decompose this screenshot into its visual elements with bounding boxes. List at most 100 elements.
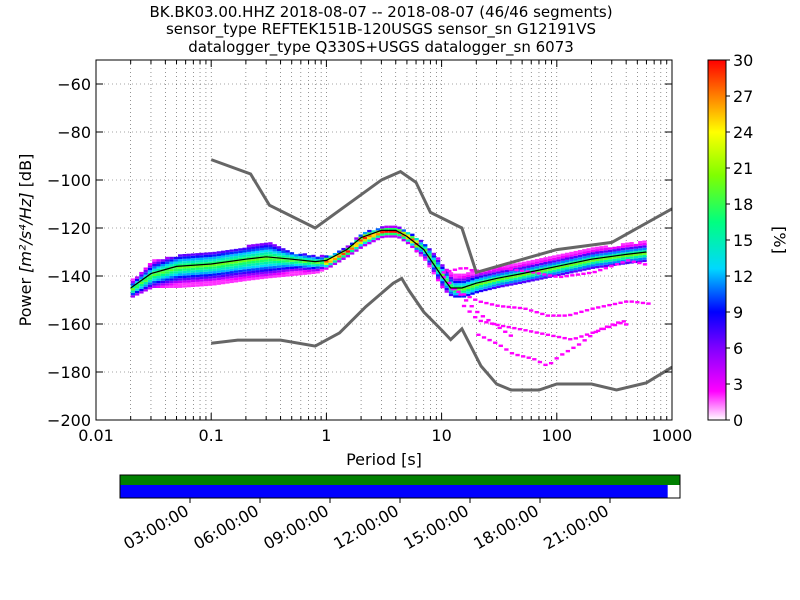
x-axis-ticks: 0.01 0.1 1 10 100 1000 — [78, 60, 692, 445]
ppsd-cell — [552, 257, 557, 261]
ppsd-cell — [182, 273, 187, 276]
ppsd-cell — [173, 259, 178, 262]
curves — [130, 158, 672, 392]
ppsd-outlier-cell — [469, 305, 474, 308]
ppsd-outlier-cell — [478, 319, 483, 323]
ppsd-cell — [139, 291, 144, 294]
ppsd-cell — [521, 271, 527, 274]
ppsd-cell — [272, 253, 277, 257]
ppsd-cell — [629, 244, 634, 247]
ppsd-cell — [423, 248, 428, 252]
ppsd-cell — [195, 267, 200, 270]
ppsd-cell — [246, 251, 252, 255]
ppsd-cell — [156, 261, 161, 264]
ppsd-cell — [160, 280, 166, 284]
ppsd-cell — [418, 244, 424, 248]
ppsd-cell — [139, 276, 144, 280]
ppsd-outlier-cell — [537, 360, 543, 364]
ppsd-cell — [431, 264, 436, 268]
x-tick-label: 1 — [321, 426, 331, 445]
ppsd-cell — [225, 266, 230, 270]
ppsd-cell — [603, 255, 608, 258]
ppsd-cell — [268, 247, 273, 250]
ppsd-outlier-cell — [631, 260, 636, 263]
ppsd-cell — [453, 283, 458, 286]
ppsd-cell — [251, 268, 256, 271]
ppsd-cell — [233, 256, 239, 259]
ppsd-outlier-cell — [584, 309, 590, 312]
ppsd-cell — [362, 239, 368, 242]
ppsd-cell — [208, 273, 213, 277]
colorbar-ticks: 0 3 6 9 12 15 18 21 24 27 30 — [726, 51, 753, 430]
ppsd-cell — [577, 252, 583, 255]
ppsd-cell — [169, 261, 174, 264]
ppsd-outlier-cell — [604, 325, 610, 328]
ppsd-outlier-cell — [503, 330, 508, 333]
ppsd-cell — [134, 290, 140, 294]
ppsd-cell — [603, 245, 608, 248]
ppsd-cell — [294, 266, 299, 269]
ppsd-cell — [199, 274, 204, 277]
ppsd-cell — [173, 266, 178, 269]
ppsd-cell — [195, 257, 200, 261]
ppsd-cell — [461, 288, 467, 291]
ppsd-cell — [199, 272, 204, 275]
ppsd-cell — [169, 268, 174, 272]
ppsd-cell — [440, 281, 445, 284]
ppsd-cell — [246, 273, 252, 276]
ppsd-cell — [444, 273, 449, 276]
ppsd-outlier-cell — [562, 336, 567, 340]
ppsd-cell — [461, 280, 467, 284]
ppsd-cell — [263, 276, 269, 279]
ppsd-cell — [152, 268, 157, 272]
ppsd-cell — [444, 285, 449, 288]
ppsd-cell — [367, 237, 372, 240]
ppsd-outlier-cell — [523, 329, 528, 332]
ppsd-cell — [595, 258, 600, 262]
ppsd-cell — [143, 277, 148, 280]
ppsd-cell — [530, 276, 535, 280]
ppsd-cell — [405, 236, 411, 240]
ppsd-cell — [332, 260, 338, 263]
ppsd-cell — [405, 239, 411, 242]
ppsd-cell — [560, 272, 565, 276]
ppsd-cell — [612, 256, 617, 259]
ppsd-cell — [276, 274, 282, 278]
ppsd-cell — [582, 249, 587, 252]
ppsd-cell — [582, 251, 587, 254]
ppsd-outlier-cell — [573, 312, 579, 315]
ppsd-cell — [547, 258, 553, 262]
ppsd-cell — [203, 264, 209, 267]
ppsd-cell — [526, 277, 531, 280]
ppsd-cell — [208, 283, 213, 286]
ppsd-cell — [173, 285, 178, 288]
ppsd-cell — [470, 285, 475, 288]
ppsd-cell — [160, 266, 166, 269]
ppsd-cell — [182, 263, 187, 267]
ppsd-cell — [586, 265, 591, 268]
ppsd-cell — [491, 279, 497, 282]
ppsd-cell — [199, 269, 204, 273]
ppsd-outlier-cell — [441, 271, 446, 274]
ppsd-outlier-cell — [599, 327, 604, 331]
ppsd-cell — [517, 264, 522, 268]
ppsd-cell — [238, 279, 243, 282]
ppsd-cell — [358, 246, 363, 249]
ppsd-cell — [491, 272, 497, 275]
ppsd-cell — [448, 291, 454, 294]
ppsd-cell — [263, 269, 269, 272]
ppsd-outlier-cell — [467, 295, 472, 299]
ppsd-cell — [156, 283, 161, 286]
ppsd-cell — [599, 253, 604, 256]
ppsd-cell — [302, 272, 307, 275]
ppsd-outlier-cell — [506, 325, 511, 329]
ppsd-cell — [160, 261, 166, 264]
ppsd-cell — [556, 268, 561, 272]
ppsd-cell — [448, 279, 454, 282]
ppsd-cell — [302, 265, 307, 268]
ppsd-cell — [152, 266, 157, 269]
ppsd-cell — [642, 254, 647, 258]
colorbar-tick-label: 27 — [733, 87, 753, 106]
ppsd-cell — [586, 255, 591, 258]
ppsd-cell — [534, 258, 540, 262]
